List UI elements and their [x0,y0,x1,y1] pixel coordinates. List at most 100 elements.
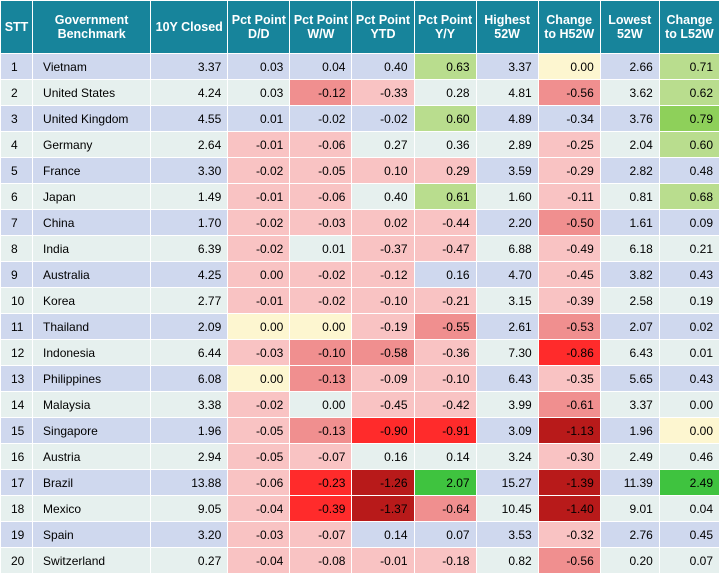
cell-change-l52w: 0.07 [658,547,720,574]
cell-dd: -0.05 [227,443,291,470]
cell-change-h52w: -0.56 [537,79,601,106]
cell-ytd: 0.40 [351,53,415,80]
cell-yy: -0.44 [413,209,477,236]
cell-dd: 0.00 [227,365,291,392]
cell-highest-52w: 1.60 [475,183,539,210]
cell-ww: -0.02 [289,261,353,288]
cell-lowest-52w: 3.82 [599,261,660,288]
cell-yy: -0.64 [413,495,477,522]
cell-stt: 11 [0,313,34,340]
cell-change-l52w: 0.01 [658,339,720,366]
table-row: 17 Brazil 13.88 -0.06 -0.23 -1.26 2.07 15.27 -1.… [0,469,720,496]
cell-country: United States [32,79,152,106]
cell-yy: 0.60 [413,105,477,132]
col-header-lowest-52w: Lowest 52W [599,0,660,54]
cell-stt: 8 [0,235,34,262]
cell-ww: -0.13 [289,417,353,444]
table-row: 20 Switzerland 0.27 -0.04 -0.08 -0.01 -0.18 0.8… [0,547,720,574]
cell-yy: -0.18 [413,547,477,574]
cell-change-h52w: -0.56 [537,547,601,574]
cell-dd: -0.01 [227,287,291,314]
cell-change-h52w: -0.30 [537,443,601,470]
cell-dd: 0.00 [227,313,291,340]
cell-ytd: -0.12 [351,261,415,288]
cell-lowest-52w: 3.62 [599,79,660,106]
cell-dd: -0.02 [227,235,291,262]
cell-highest-52w: 2.61 [475,313,539,340]
cell-ww: -0.07 [289,443,353,470]
cell-change-l52w: 0.48 [658,157,720,184]
cell-lowest-52w: 0.81 [599,183,660,210]
cell-country: Singapore [32,417,152,444]
cell-yy: -0.42 [413,391,477,418]
cell-yy: 2.07 [413,469,477,496]
cell-highest-52w: 2.89 [475,131,539,158]
table-row: 8 India 6.39 -0.02 0.01 -0.37 -0.47 6.88 -0.49 6.… [0,235,720,262]
header-row: STT Government Benchmark 10Y Closed Pct … [0,0,720,54]
cell-lowest-52w: 3.76 [599,105,660,132]
cell-yy: -0.21 [413,287,477,314]
cell-highest-52w: 10.45 [475,495,539,522]
cell-10y-closed: 1.49 [150,183,229,210]
cell-change-h52w: -0.61 [537,391,601,418]
cell-stt: 17 [0,469,34,496]
cell-change-h52w: -1.40 [537,495,601,522]
table-row: 3 United Kingdom 4.55 0.01 -0.02 -0.02 0.60 4.8… [0,105,720,132]
cell-10y-closed: 13.88 [150,469,229,496]
cell-change-h52w: -0.53 [537,313,601,340]
cell-change-l52w: 0.46 [658,443,720,470]
cell-highest-52w: 4.81 [475,79,539,106]
cell-change-l52w: 0.19 [658,287,720,314]
cell-stt: 20 [0,547,34,574]
cell-10y-closed: 9.05 [150,495,229,522]
cell-country: Switzerland [32,547,152,574]
cell-highest-52w: 3.24 [475,443,539,470]
cell-change-l52w: 0.00 [658,391,720,418]
cell-10y-closed: 2.09 [150,313,229,340]
cell-highest-52w: 2.20 [475,209,539,236]
cell-change-l52w: 0.79 [658,105,720,132]
cell-ytd: -0.09 [351,365,415,392]
cell-ytd: 0.02 [351,209,415,236]
cell-highest-52w: 3.99 [475,391,539,418]
table-row: 7 China 1.70 -0.02 -0.03 0.02 -0.44 2.20 -0.50 1.… [0,209,720,236]
cell-10y-closed: 2.94 [150,443,229,470]
cell-change-h52w: -0.86 [537,339,601,366]
table-row: 14 Malaysia 3.38 -0.02 0.00 -0.45 -0.42 3.99 -0.… [0,391,720,418]
cell-ytd: -0.10 [351,287,415,314]
cell-stt: 4 [0,131,34,158]
cell-dd: -0.06 [227,469,291,496]
cell-ytd: 0.14 [351,521,415,548]
cell-country: Germany [32,131,152,158]
cell-change-h52w: -1.13 [537,417,601,444]
cell-dd: -0.04 [227,495,291,522]
cell-country: Australia [32,261,152,288]
cell-ww: 0.00 [289,313,353,340]
cell-lowest-52w: 2.76 [599,521,660,548]
cell-stt: 1 [0,53,34,80]
cell-yy: 0.36 [413,131,477,158]
cell-dd: -0.05 [227,417,291,444]
cell-yy: 0.07 [413,521,477,548]
cell-lowest-52w: 6.43 [599,339,660,366]
cell-highest-52w: 4.89 [475,105,539,132]
cell-yy: -0.47 [413,235,477,262]
table-row: 11 Thailand 2.09 0.00 0.00 -0.19 -0.55 2.61 -0.5… [0,313,720,340]
cell-stt: 19 [0,521,34,548]
cell-stt: 12 [0,339,34,366]
cell-country: United Kingdom [32,105,152,132]
cell-change-l52w: 0.00 [658,417,720,444]
cell-ww: -0.10 [289,339,353,366]
cell-ww: -0.02 [289,287,353,314]
cell-dd: 0.03 [227,53,291,80]
cell-10y-closed: 4.24 [150,79,229,106]
cell-lowest-52w: 1.61 [599,209,660,236]
cell-change-h52w: -0.39 [537,287,601,314]
table-row: 15 Singapore 1.96 -0.05 -0.13 -0.90 -0.91 3.09-… [0,417,720,444]
cell-country: Thailand [32,313,152,340]
cell-highest-52w: 3.37 [475,53,539,80]
cell-country: Mexico [32,495,152,522]
cell-ww: -0.03 [289,209,353,236]
cell-change-l52w: 0.09 [658,209,720,236]
table-row: 16 Austria 2.94 -0.05 -0.07 0.16 0.14 3.24 -0.30… [0,443,720,470]
